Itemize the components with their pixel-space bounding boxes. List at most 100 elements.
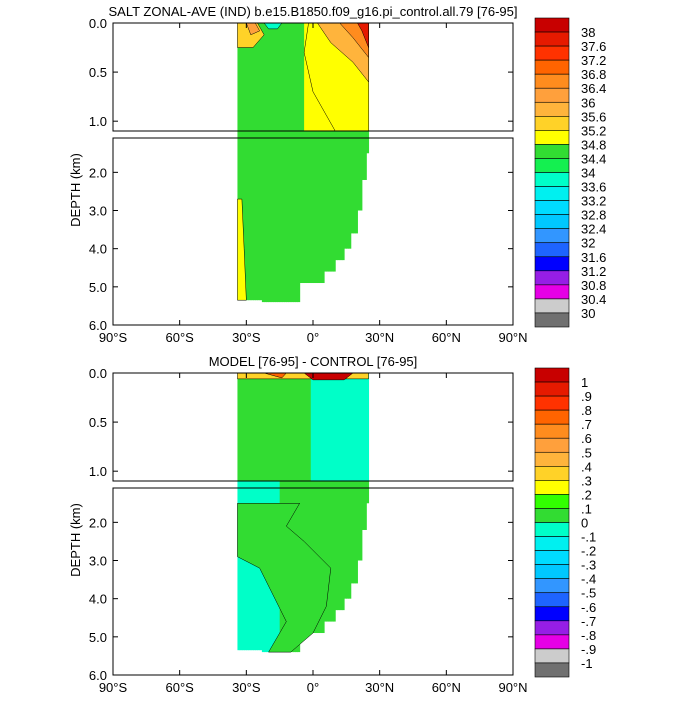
colorbar-label: 38 (581, 25, 595, 40)
field-cell (366, 373, 370, 481)
field-cell (326, 131, 330, 272)
colorbar-swatch (534, 284, 570, 300)
field-cell (266, 373, 270, 481)
field-cell (359, 373, 363, 481)
field-cell (290, 131, 294, 303)
colorbar-swatch (534, 45, 570, 61)
field-cell (284, 23, 287, 131)
field-cell (248, 23, 252, 131)
field-cell (301, 373, 305, 481)
field-cell (250, 481, 254, 651)
field-cell (297, 131, 301, 303)
x-tick-label: 60°N (432, 330, 461, 345)
colorbar-swatch (534, 59, 570, 75)
field-cell (273, 131, 276, 303)
colorbar-label: .1 (581, 501, 592, 516)
field-cell (346, 481, 350, 599)
colorbar-swatch (534, 409, 570, 425)
colorbar-swatch (534, 172, 570, 187)
colorbar-swatch (534, 200, 570, 215)
colorbar-label: 31.6 (581, 250, 606, 265)
field-cell (350, 373, 354, 481)
field-cell (348, 373, 352, 481)
field-cell (244, 23, 247, 131)
field-cell (253, 131, 256, 301)
field-cell (357, 373, 361, 481)
colorbar-label: 34.8 (581, 137, 606, 152)
colorbar-swatch (534, 662, 570, 678)
colorbar-swatch (534, 130, 570, 145)
x-tick-label: 30°S (232, 330, 261, 345)
colorbar-label: -.2 (581, 544, 596, 559)
field-cell (341, 373, 345, 481)
colorbar-swatch (534, 73, 570, 89)
field-cell (293, 373, 296, 481)
field-cell (275, 23, 278, 131)
field-cell (333, 373, 336, 481)
data-field (237, 372, 370, 653)
y-tick-label: 0.0 (89, 366, 107, 381)
field-cell (244, 481, 247, 651)
field-cell (361, 373, 365, 481)
x-tick-label: 60°S (165, 330, 194, 345)
colorbar-label: -.7 (581, 614, 596, 629)
colorbar-label: 31.2 (581, 264, 606, 279)
field-cell (255, 131, 258, 301)
field-cell (268, 373, 272, 481)
colorbar-swatch (534, 270, 570, 286)
field-cell (357, 131, 361, 211)
x-tick-label: 90°N (498, 330, 527, 345)
field-cell (348, 481, 352, 599)
field-cell (297, 373, 301, 481)
field-cell (259, 373, 263, 481)
colorbar-swatch (534, 367, 570, 383)
chart-title: SALT ZONAL-AVE (IND) b.e15.B1850.f09_g16… (108, 4, 517, 19)
field-cell (313, 373, 316, 481)
field-cell (250, 131, 254, 301)
field-cell (353, 481, 356, 584)
field-cell (324, 481, 327, 622)
field-cell (328, 131, 332, 272)
y-tick-label: 0.5 (89, 65, 107, 80)
field-cell (346, 373, 350, 481)
colorbar-label: .5 (581, 445, 592, 460)
colorbar-swatch (534, 228, 570, 244)
colorbar-swatch (534, 480, 570, 495)
field-cell (250, 23, 254, 131)
field-cell (246, 131, 250, 301)
field-cell (366, 481, 370, 504)
field-cell (324, 373, 327, 481)
colorbar-label: -1 (581, 656, 593, 671)
colorbar-label: 37.6 (581, 39, 606, 54)
field-cell (297, 23, 301, 131)
field-cell (361, 481, 365, 530)
colorbar-swatch (534, 648, 570, 664)
field-cell (321, 373, 325, 481)
field-cell (237, 481, 241, 651)
y-tick-label: 6.0 (89, 668, 107, 683)
colorbar-label: 36 (581, 95, 595, 110)
field-cell (357, 481, 361, 561)
colorbar-label: -.8 (581, 628, 596, 643)
field-cell (317, 131, 321, 284)
field-cell (337, 481, 341, 611)
field-cell (284, 373, 287, 481)
x-tick-label: 30°S (232, 680, 261, 695)
field-cell (286, 131, 290, 303)
field-cell (264, 131, 267, 303)
field-cell (337, 373, 341, 481)
field-cell (237, 373, 241, 481)
field-cell (273, 23, 276, 131)
colorbar-label: 1 (581, 375, 588, 390)
y-axis-label: DEPTH (km) (68, 153, 83, 227)
field-cell (246, 481, 250, 651)
colorbar: 1.9.8.7.6.5.4.3.2.10-.1-.2-.3-.4-.5-.6-.… (534, 367, 596, 678)
field-cell (239, 23, 243, 131)
field-cell (273, 373, 276, 481)
field-cell (261, 23, 265, 131)
field-cell (270, 23, 274, 131)
field-cell (248, 373, 252, 481)
colorbar-swatch (534, 256, 570, 272)
colorbar-swatch (534, 395, 570, 411)
